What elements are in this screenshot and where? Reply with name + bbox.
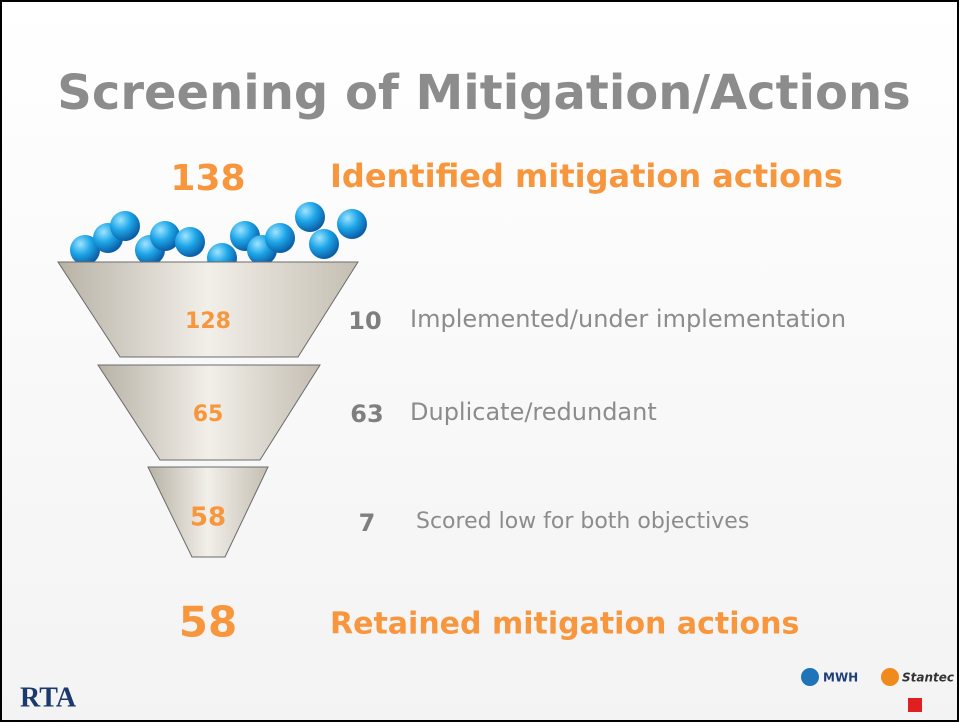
stage-removed: 63 — [350, 400, 383, 428]
stage-remaining: 65 — [193, 402, 224, 427]
logo-left: RTA — [20, 682, 77, 713]
logo-right: MWH — [823, 671, 858, 685]
identified-count: 138 — [170, 158, 245, 199]
stage-removed: 7 — [359, 509, 376, 537]
page: Screening of Mitigation/Actions 138 Iden… — [0, 0, 960, 723]
stage-reason: Duplicate/redundant — [410, 398, 657, 426]
logo-mark — [908, 698, 922, 712]
stage-reason: Scored low for both objectives — [416, 509, 749, 534]
identified-label: Identified mitigation actions — [330, 157, 843, 195]
retained-count: 58 — [179, 598, 237, 647]
stage-removed: 10 — [348, 307, 381, 335]
logo-right: Stantec — [902, 671, 954, 685]
stage-remaining: 128 — [185, 309, 231, 334]
logo-mark — [801, 668, 819, 686]
stage-remaining: 58 — [190, 503, 226, 533]
logo-mark — [881, 668, 899, 686]
title: Screening of Mitigation/Actions — [57, 65, 910, 121]
retained-label: Retained mitigation actions — [330, 607, 799, 642]
stage-reason: Implemented/under implementation — [410, 305, 846, 333]
slide: Screening of Mitigation/Actions 138 Iden… — [0, 0, 960, 723]
